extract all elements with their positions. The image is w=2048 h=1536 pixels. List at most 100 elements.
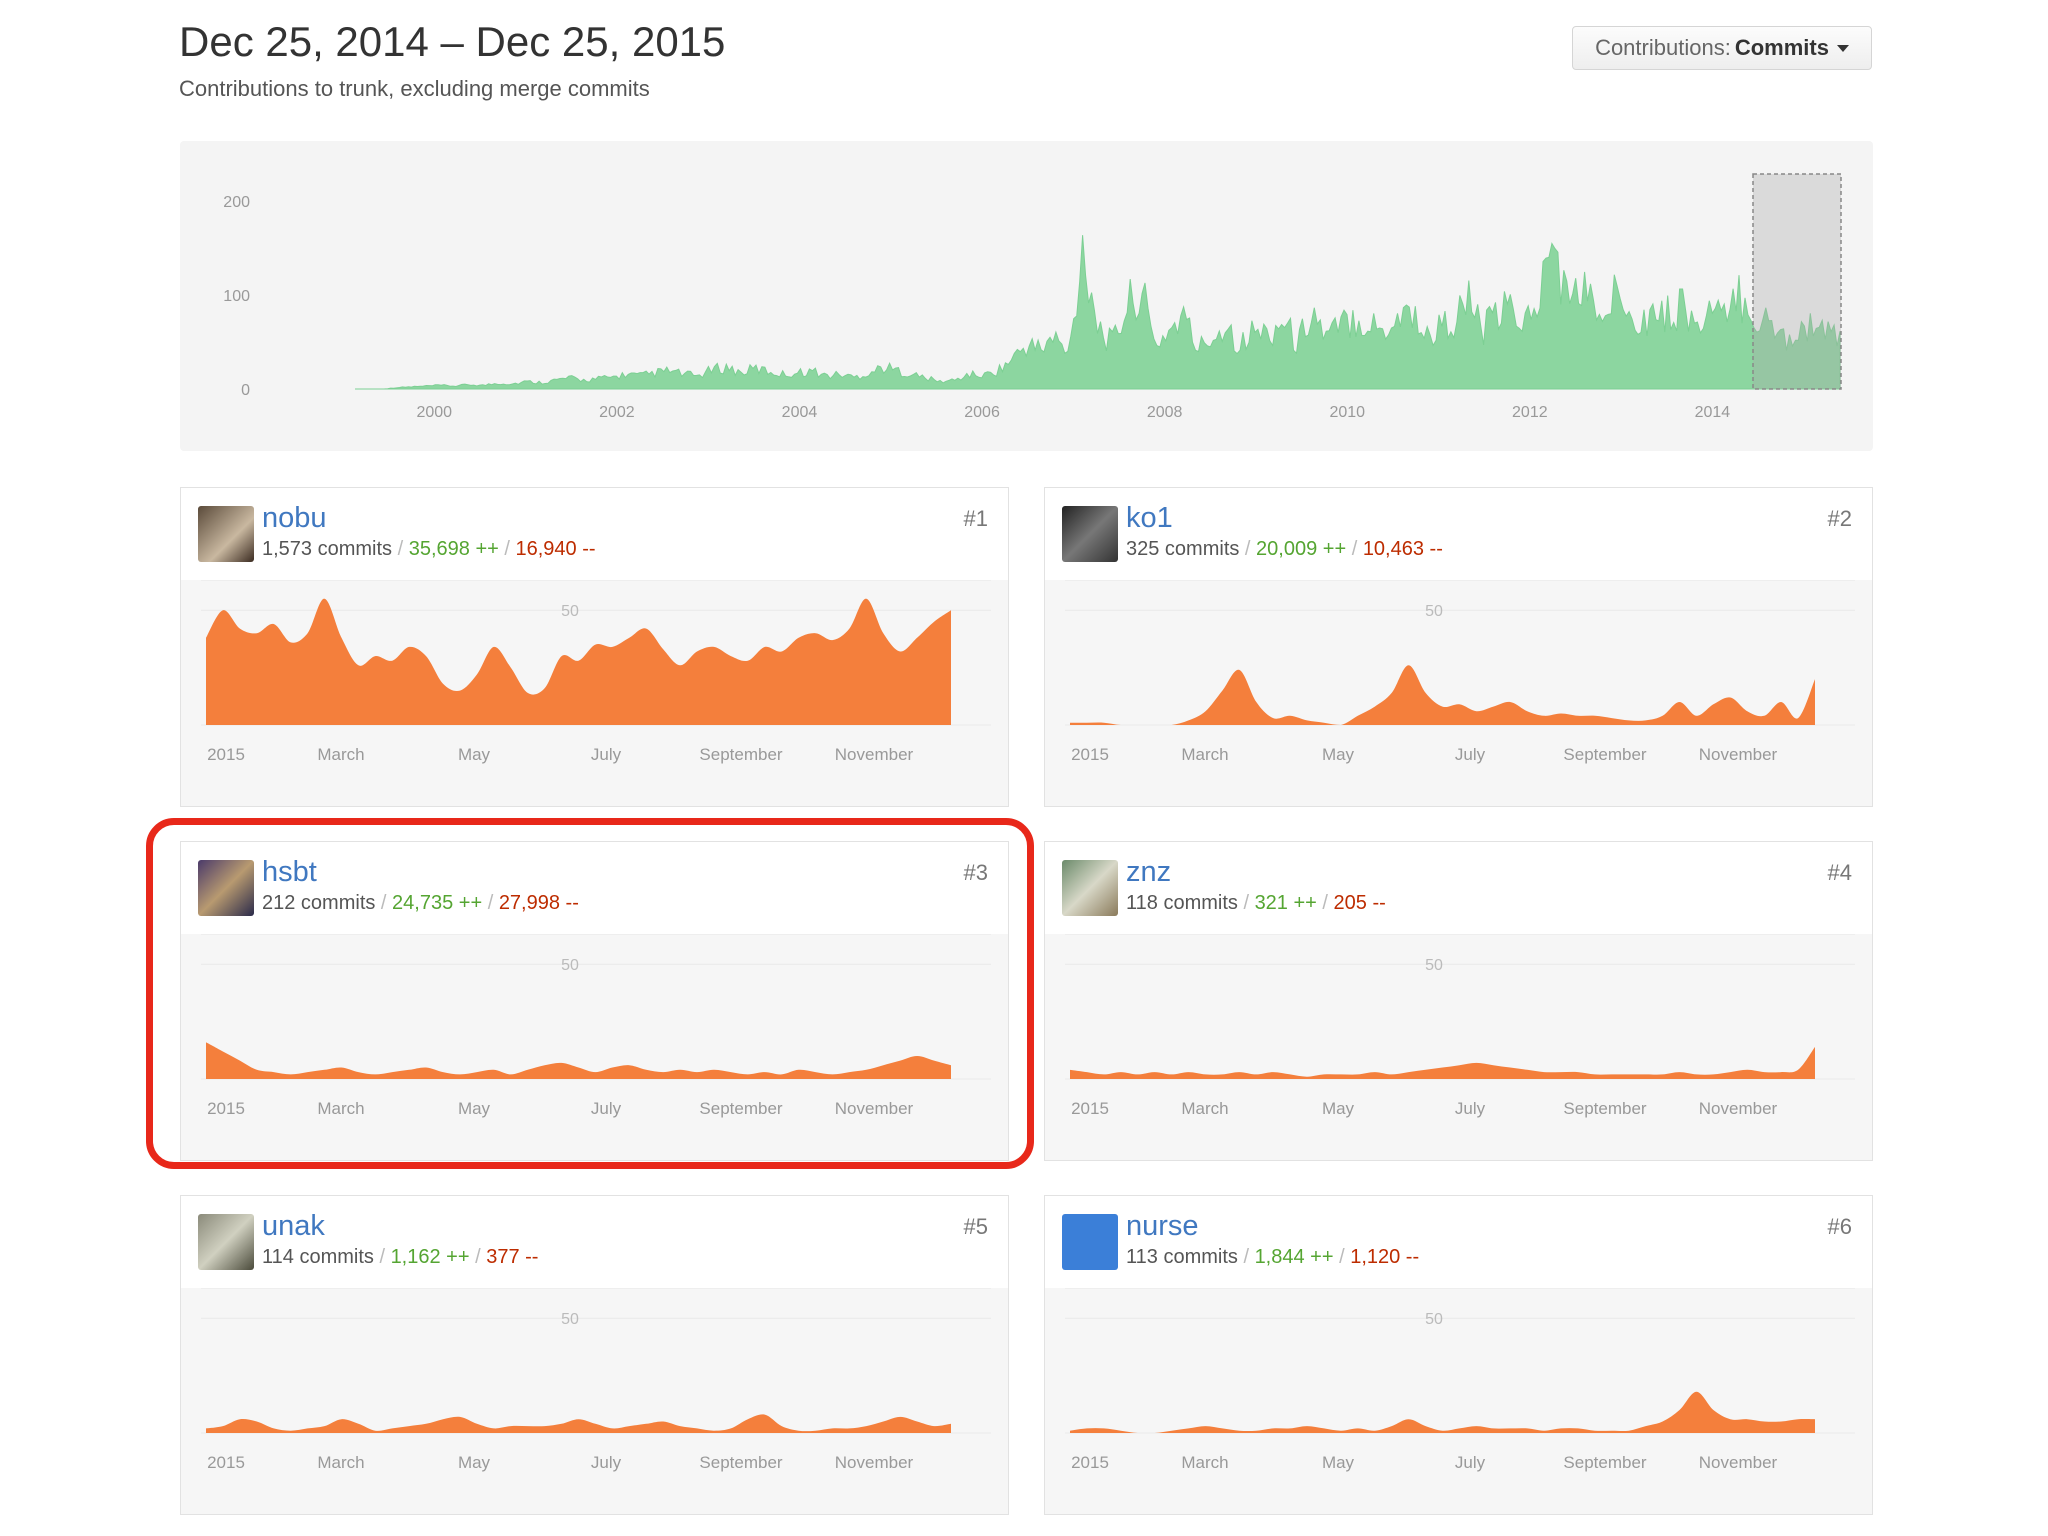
contributor-rank: #2	[1827, 506, 1852, 531]
month-tick-label: May	[1322, 1453, 1355, 1472]
avatar[interactable]	[1062, 506, 1118, 562]
x-tick-label: 2008	[1147, 404, 1183, 421]
contributor-card-znz: znz 118 commits / 321 ++ / 205 -- #4 50 2015…	[1044, 841, 1873, 1161]
y-tick-label: 50	[1425, 603, 1443, 620]
month-tick-label: March	[317, 1453, 364, 1472]
separator: /	[1346, 538, 1363, 560]
contributor-name-link[interactable]: hsbt	[262, 856, 317, 888]
separator: /	[1237, 892, 1255, 914]
additions-count: 24,735 ++	[392, 892, 483, 914]
x-tick-label: 2010	[1329, 404, 1365, 421]
contribution-area	[1070, 1046, 1815, 1079]
overview-chart[interactable]: 200 100 0 2000 2002 2004 2006 2008 2010 2012 2014	[180, 141, 1873, 451]
month-tick-label: November	[1699, 745, 1778, 764]
x-tick-label: 2014	[1695, 404, 1731, 421]
contributor-card-ko1: ko1 325 commits / 20,009 ++ / 10,463 -- #2…	[1044, 487, 1873, 807]
contributor-stats: 212 commits / 24,735 ++ / 27,998 --	[262, 892, 579, 915]
card-chart-area	[1045, 1288, 1872, 1514]
separator: /	[482, 892, 499, 914]
contributor-chart[interactable]: 50 2015 March May July September November	[1045, 934, 1874, 1160]
month-tick-label: March	[317, 1099, 364, 1118]
contributor-name-link[interactable]: znz	[1126, 856, 1172, 888]
month-tick-label: July	[591, 745, 622, 764]
separator: /	[1239, 538, 1257, 560]
contributor-chart[interactable]: 50 2015 March May July September November	[1045, 1288, 1874, 1514]
contributor-chart[interactable]: 50 2015 March May July September November	[1045, 580, 1874, 806]
x-tick-label: 2012	[1512, 404, 1548, 421]
separator: /	[469, 1246, 487, 1268]
card-chart-area	[181, 1288, 1008, 1514]
commit-count: 114 commits	[262, 1246, 374, 1268]
contributor-card-nurse: nurse 113 commits / 1,844 ++ / 1,120 -- #6…	[1044, 1195, 1873, 1515]
month-tick-label: 2015	[1071, 1453, 1109, 1472]
month-tick-label: September	[1563, 745, 1646, 764]
range-selection-box	[1752, 173, 1842, 390]
month-tick-label: November	[835, 1453, 914, 1472]
x-tick-label: 2002	[599, 404, 635, 421]
caret-down-icon	[1836, 44, 1849, 52]
month-tick-label: September	[1563, 1453, 1646, 1472]
contributor-rank: #5	[963, 1214, 988, 1239]
month-tick-label: May	[458, 1453, 491, 1472]
contributor-chart[interactable]: 50 2015 March May July September November	[181, 934, 1010, 1160]
avatar[interactable]	[198, 506, 254, 562]
contributor-name-link[interactable]: ko1	[1126, 502, 1173, 534]
y-tick-label: 50	[1425, 1311, 1443, 1328]
contributions-dropdown[interactable]: Contributions: Commits	[1572, 26, 1872, 70]
month-tick-label: September	[699, 1099, 782, 1118]
separator: /	[375, 892, 393, 914]
commit-count: 113 commits	[1126, 1246, 1238, 1268]
card-header: znz 118 commits / 321 ++ / 205 -- #4	[1045, 842, 1872, 935]
deletions-count: 205 --	[1333, 892, 1386, 914]
commit-count: 1,573 commits	[262, 538, 393, 560]
card-header: nurse 113 commits / 1,844 ++ / 1,120 -- #6	[1045, 1196, 1872, 1289]
avatar[interactable]	[1062, 1214, 1118, 1270]
contributor-stats: 325 commits / 20,009 ++ / 10,463 --	[1126, 538, 1443, 561]
contributor-name-link[interactable]: unak	[262, 1210, 325, 1242]
contributor-name-link[interactable]: nobu	[262, 502, 327, 534]
month-tick-label: March	[1181, 1099, 1228, 1118]
month-tick-label: May	[1322, 1099, 1355, 1118]
month-tick-label: 2015	[1071, 1099, 1109, 1118]
contributor-rank: #4	[1827, 860, 1852, 885]
x-tick-label: 2004	[782, 404, 818, 421]
y-tick-label: 0	[241, 382, 250, 399]
deletions-count: 1,120 --	[1350, 1246, 1420, 1268]
month-tick-label: July	[1455, 1453, 1486, 1472]
avatar[interactable]	[198, 860, 254, 916]
contribution-area	[1070, 1391, 1815, 1433]
x-tick-label: 2006	[964, 404, 1000, 421]
commit-count: 212 commits	[262, 892, 376, 914]
contributor-chart[interactable]: 50 2015 March May July September November	[181, 580, 1010, 806]
month-tick-label: July	[1455, 1099, 1486, 1118]
deletions-count: 16,940 --	[515, 538, 596, 560]
month-tick-label: May	[458, 1099, 491, 1118]
contribution-area	[206, 1042, 951, 1079]
page-subtitle: Contributions to trunk, excluding merge …	[179, 76, 650, 101]
contributor-chart[interactable]: 50 2015 March May July September November	[181, 1288, 1010, 1514]
month-tick-label: November	[835, 1099, 914, 1118]
deletions-count: 27,998 --	[498, 892, 579, 914]
card-chart-area	[1045, 580, 1872, 806]
contributor-card-hsbt: hsbt 212 commits / 24,735 ++ / 27,998 -- #…	[180, 841, 1009, 1161]
deletions-count: 10,463 --	[1362, 538, 1443, 560]
contributor-stats: 113 commits / 1,844 ++ / 1,120 --	[1126, 1246, 1419, 1269]
overview-chart-svg[interactable]: 200 100 0 2000 2002 2004 2006 2008 2010 2012 2014	[180, 141, 1873, 451]
overview-area	[355, 235, 1841, 390]
month-tick-label: March	[1181, 1453, 1228, 1472]
month-tick-label: March	[317, 745, 364, 764]
contribution-area	[1070, 665, 1815, 725]
additions-count: 321 ++	[1254, 892, 1317, 914]
additions-count: 20,009 ++	[1256, 538, 1347, 560]
card-header: ko1 325 commits / 20,009 ++ / 10,463 -- #2	[1045, 488, 1872, 581]
contributor-name-link[interactable]: nurse	[1126, 1210, 1199, 1242]
month-tick-label: September	[699, 745, 782, 764]
additions-count: 1,162 ++	[390, 1246, 470, 1268]
dropdown-label: Contributions:	[1595, 35, 1731, 60]
avatar[interactable]	[198, 1214, 254, 1270]
deletions-count: 377 --	[486, 1246, 539, 1268]
month-tick-label: May	[1322, 745, 1355, 764]
card-header: unak 114 commits / 1,162 ++ / 377 -- #5	[181, 1196, 1008, 1289]
x-tick-label: 2000	[416, 404, 452, 421]
avatar[interactable]	[1062, 860, 1118, 916]
